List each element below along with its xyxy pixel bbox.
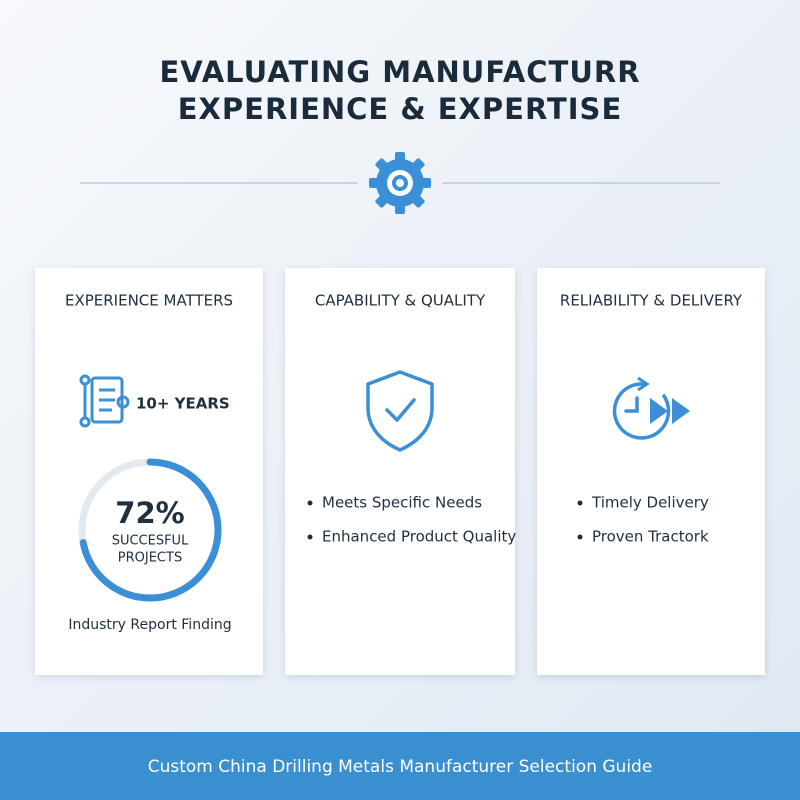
bullet-dot [577,534,583,540]
bullet: Proven Tractork [592,528,709,546]
note: Industry Report Finding [68,617,231,633]
bullet: Timely Delivery [591,494,709,512]
bullet-dot [307,500,313,506]
progress-ring [78,458,222,602]
footer-text: Custom China Drilling Metals Manufacture… [148,757,653,777]
card-title: CAPABILITY & QUALITY [315,292,486,310]
card [285,268,515,675]
document-icon [79,374,130,428]
title-line: EXPERIENCE & EXPERTISE [178,92,623,126]
title-line: EVALUATING MANUFACTURR [159,55,640,89]
card-title: EXPERIENCE MATTERS [65,292,233,310]
bullet-dot [307,534,313,540]
footer-band [0,732,800,800]
card [35,268,263,675]
years-label: 10+ YEARS [136,395,230,413]
bullet: Meets Specific Needs [322,494,482,512]
bullet-dot [577,500,583,506]
shield-icon [366,370,434,452]
gear-icon [369,152,431,214]
cards [35,268,765,675]
bullet: Enhanced Product Quality [322,528,516,546]
card-title: RELIABILITY & DELIVERY [560,292,743,310]
stat-caption: PROJECTS [118,551,182,566]
stat-label: 72% [115,496,184,530]
delivery-icon [612,376,690,440]
stat-caption: SUCCESFUL [112,534,189,549]
card [537,268,765,675]
